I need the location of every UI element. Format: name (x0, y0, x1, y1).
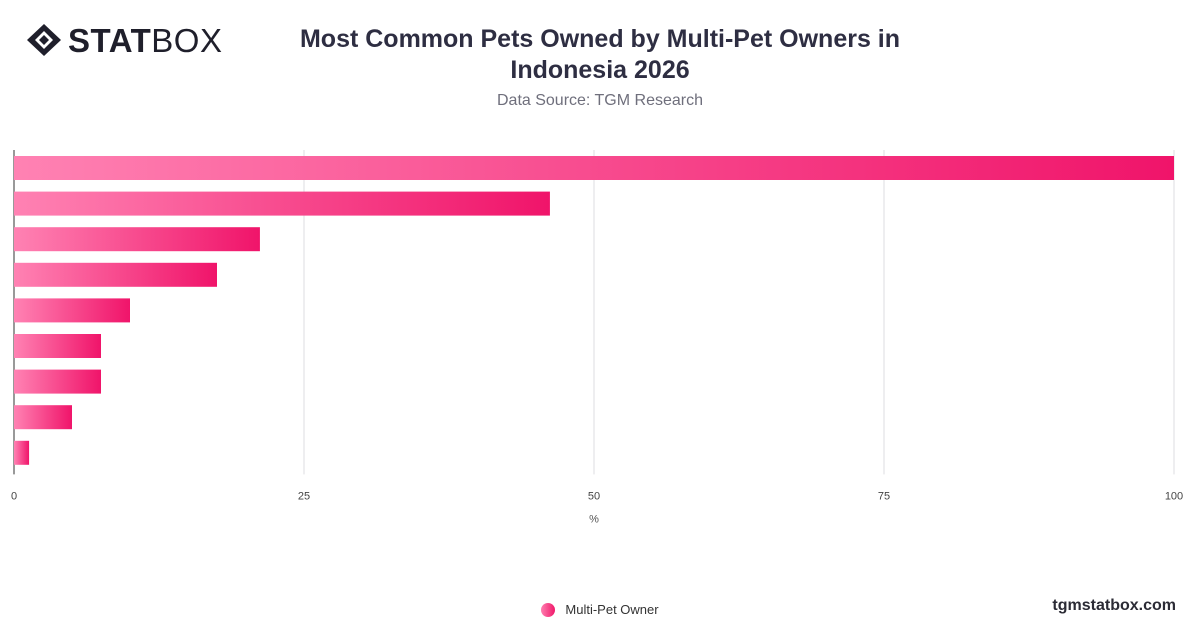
brand-logo: STATBOX (26, 22, 222, 58)
bar-chart: 0 25 50 75 100% (11, 150, 1183, 525)
x-tick-label: 100 (1165, 490, 1183, 502)
bar (14, 440, 30, 465)
x-tick-label: 25 (298, 490, 310, 502)
site-footer: tgmstatbox.com (1052, 597, 1176, 614)
bar (14, 405, 72, 430)
legend[interactable]: Multi-Pet Owner (0, 602, 1200, 617)
bar (14, 191, 550, 216)
diamond-logo-icon (27, 24, 61, 56)
chart-subtitle: Data Source: TGM Research (496, 92, 703, 109)
brand-light: BOX (151, 21, 223, 59)
chart-title: Most Common Pets Owned by Multi-Pet Owne… (299, 25, 901, 84)
bar (14, 298, 130, 323)
brand-wordmark: STATBOX (68, 24, 222, 57)
legend-swatch (541, 602, 556, 617)
bar (14, 334, 101, 358)
x-tick-label: 0 (11, 490, 17, 502)
brand-bold: STAT (68, 21, 152, 59)
bar (14, 156, 1174, 180)
bar (14, 369, 101, 394)
x-axis-label: % (589, 513, 599, 525)
bar (14, 262, 217, 287)
x-tick-label: 50 (588, 490, 600, 502)
bar (14, 227, 260, 252)
legend-label: Multi-Pet Owner (565, 602, 659, 617)
x-tick-label: 75 (878, 490, 890, 502)
